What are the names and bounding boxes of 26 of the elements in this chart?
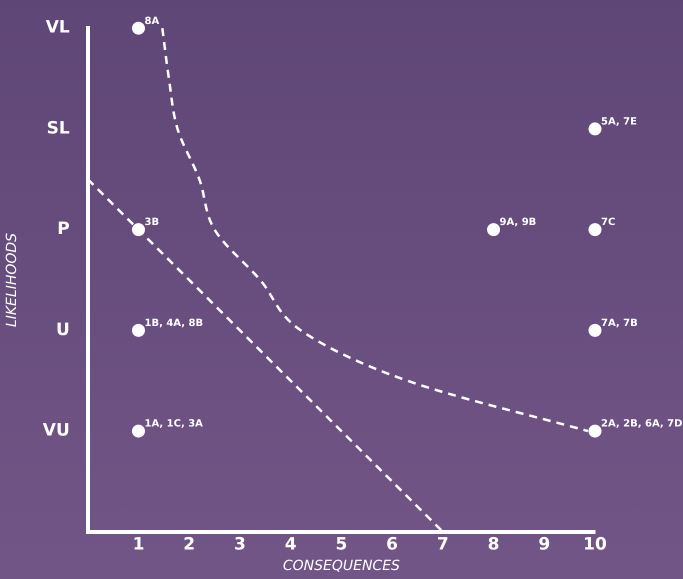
- annotation: 9A, 9B: [500, 217, 536, 228]
- x-tick-label: 8: [488, 534, 500, 554]
- y-tick-label: U: [56, 320, 70, 340]
- x-tick-label: 4: [284, 534, 297, 554]
- x-tick-label: 3: [234, 534, 246, 554]
- x-tick-label: 10: [583, 534, 607, 554]
- annotation: 7C: [601, 217, 616, 228]
- annotation: 5A, 7E: [601, 116, 638, 128]
- annotation: 1A, 1C, 3A: [144, 418, 204, 430]
- y-tick-label: SL: [46, 118, 70, 138]
- annotation: 1B, 4A, 8B: [144, 318, 204, 329]
- y-tick-label: P: [57, 219, 70, 240]
- x-axis-title: CONSEQUENCES: [282, 558, 400, 574]
- x-tick-label: 7: [436, 534, 449, 554]
- y-tick-label: VU: [42, 420, 70, 440]
- annotation: 2A, 2B, 6A, 7D: [601, 418, 682, 430]
- annotation: 3B: [144, 217, 160, 228]
- y-axis-title: LIKELIHOODS: [4, 232, 20, 328]
- x-tick-label: 6: [386, 534, 398, 554]
- x-tick-label: 9: [538, 534, 550, 554]
- x-tick-label: 5: [335, 534, 348, 554]
- annotation: 8A: [144, 16, 160, 27]
- x-tick-label: 1: [132, 534, 144, 554]
- annotation: 7A, 7B: [601, 318, 638, 329]
- x-tick-label: 2: [183, 534, 196, 554]
- y-tick-label: VL: [46, 18, 70, 38]
